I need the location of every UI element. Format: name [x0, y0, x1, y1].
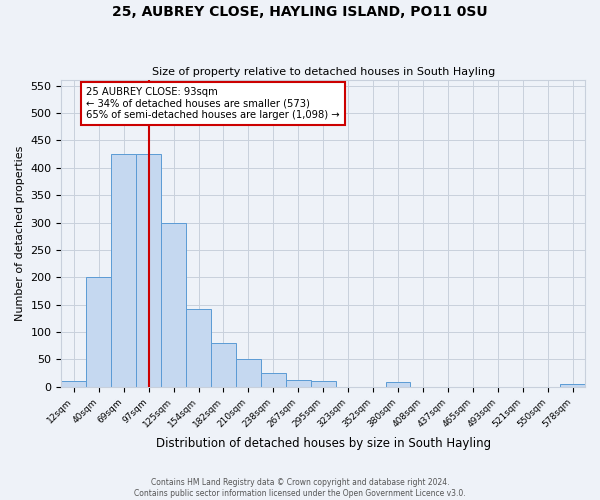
Bar: [386, 382, 410, 387]
X-axis label: Distribution of detached houses by size in South Hayling: Distribution of detached houses by size …: [155, 437, 491, 450]
Bar: [86, 278, 111, 387]
Y-axis label: Number of detached properties: Number of detached properties: [15, 146, 25, 321]
Title: Size of property relative to detached houses in South Hayling: Size of property relative to detached ho…: [152, 66, 495, 76]
Bar: [211, 343, 236, 387]
Bar: [136, 154, 161, 387]
Bar: [261, 373, 286, 387]
Bar: [311, 382, 335, 387]
Bar: [161, 222, 186, 387]
Bar: [560, 384, 585, 387]
Bar: [111, 154, 136, 387]
Bar: [61, 382, 86, 387]
Text: 25 AUBREY CLOSE: 93sqm
← 34% of detached houses are smaller (573)
65% of semi-de: 25 AUBREY CLOSE: 93sqm ← 34% of detached…: [86, 86, 340, 120]
Text: 25, AUBREY CLOSE, HAYLING ISLAND, PO11 0SU: 25, AUBREY CLOSE, HAYLING ISLAND, PO11 0…: [112, 5, 488, 19]
Bar: [236, 360, 261, 387]
Bar: [186, 308, 211, 387]
Text: Contains HM Land Registry data © Crown copyright and database right 2024.
Contai: Contains HM Land Registry data © Crown c…: [134, 478, 466, 498]
Bar: [286, 380, 311, 387]
